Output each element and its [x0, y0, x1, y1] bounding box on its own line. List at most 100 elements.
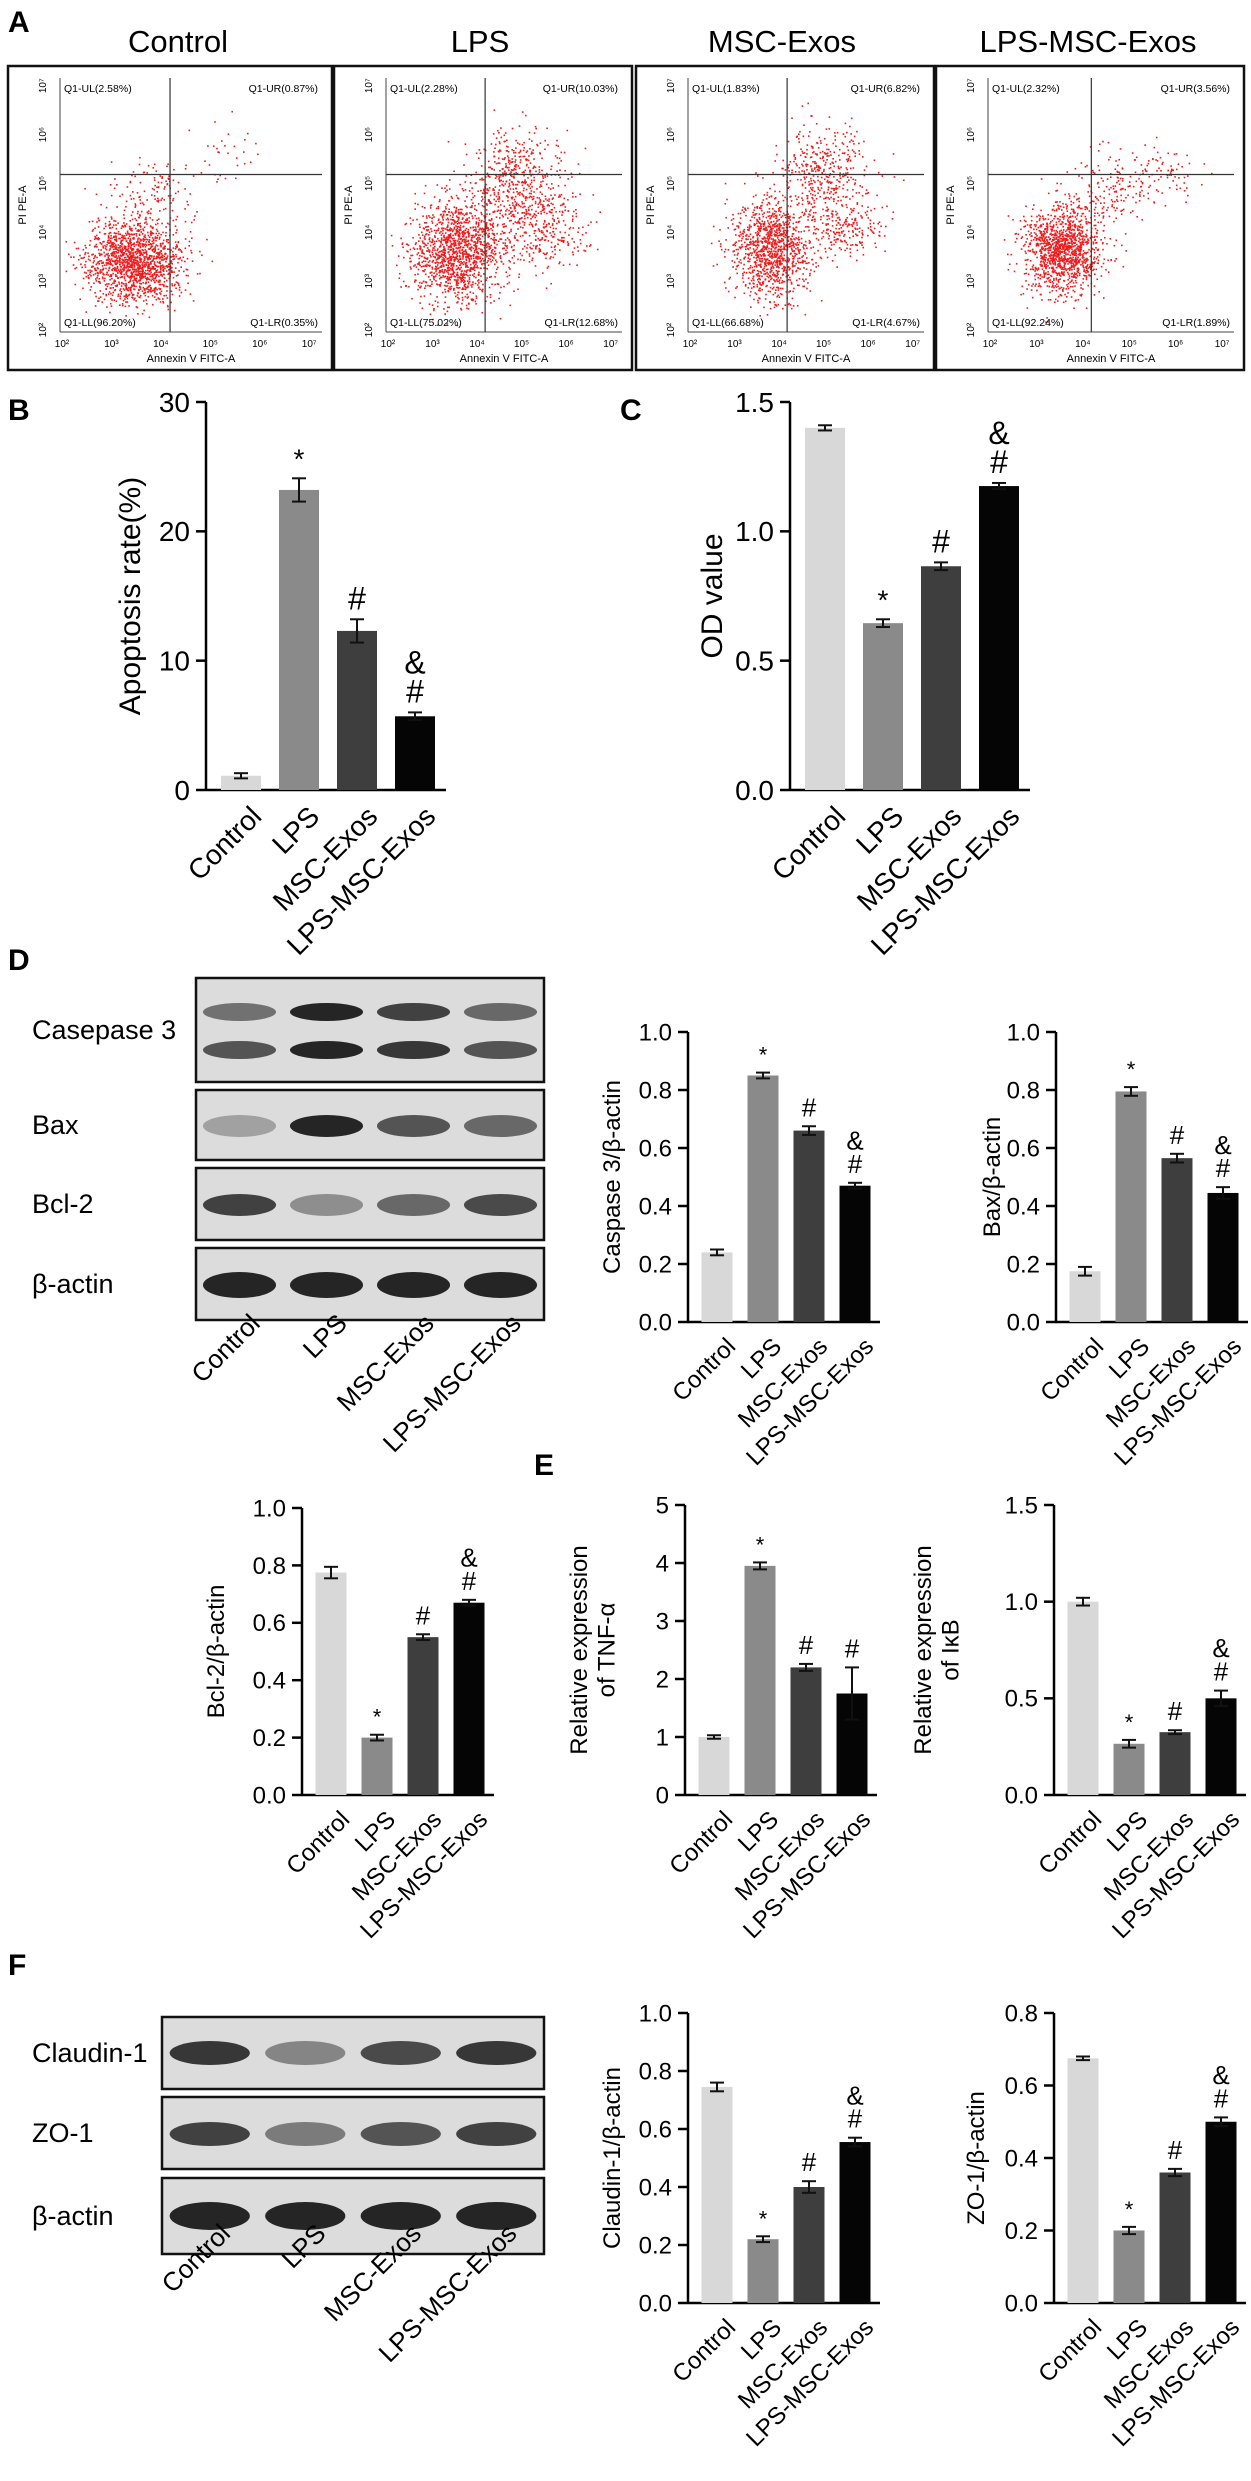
flow-dot: [554, 194, 556, 196]
flow-dot: [123, 273, 125, 276]
flow-dot: [481, 213, 483, 216]
flow-dot: [530, 181, 533, 184]
flow-dot: [154, 248, 157, 251]
flow-dot: [518, 152, 520, 154]
flow-dot: [533, 179, 535, 182]
flow-dot: [134, 227, 137, 230]
flow-dot: [527, 166, 530, 169]
flow-dot: [151, 237, 154, 239]
flow-dot: [508, 163, 511, 165]
flow-dot: [155, 298, 158, 301]
flow-dot: [124, 224, 126, 227]
flow-dot: [788, 243, 791, 245]
flow-dot: [791, 265, 794, 268]
flow-dot: [448, 263, 450, 265]
flow-dot: [551, 208, 554, 211]
flow-dot: [559, 249, 561, 251]
flow-dot: [160, 274, 162, 276]
flow-dot: [113, 232, 116, 234]
flow-dot: [479, 178, 481, 181]
flow-dot: [756, 251, 759, 254]
flow-dot: [766, 246, 769, 249]
flow-dot: [439, 271, 441, 273]
flow-dot: [483, 273, 485, 275]
flow-dot: [175, 231, 177, 234]
flow-dot: [807, 216, 809, 218]
flow-dot: [521, 143, 524, 146]
flow-dot: [117, 233, 120, 235]
flow-dot: [123, 295, 125, 298]
flow-dot: [139, 238, 142, 241]
flow-y-tick-label: 10³: [38, 273, 49, 288]
flow-dot: [132, 283, 135, 286]
flow-dot: [136, 212, 139, 215]
flow-dot: [773, 301, 776, 303]
flow-dot: [509, 268, 511, 270]
flow-dot: [781, 263, 783, 265]
flow-dot: [454, 212, 456, 214]
flow-dot: [119, 268, 122, 271]
flow-dot: [575, 209, 577, 211]
flow-dot: [165, 294, 167, 297]
flow-dot: [543, 220, 546, 222]
flow-dot: [447, 290, 450, 293]
flow-dot: [775, 304, 777, 306]
flow-dot: [462, 233, 464, 236]
flow-dot: [168, 248, 171, 251]
flow-dot: [89, 273, 91, 276]
flow-dot: [438, 250, 441, 253]
flow-dot: [567, 199, 569, 201]
flow-dot: [451, 197, 454, 199]
flow-dot: [475, 248, 478, 251]
flow-dot: [496, 210, 499, 212]
flow-dot: [444, 232, 447, 234]
flow-dot: [763, 262, 766, 264]
flow-dot: [494, 276, 496, 278]
flow-dot: [444, 187, 446, 189]
flow-dot: [144, 236, 147, 238]
flow-dot: [175, 244, 178, 246]
flow-dot: [444, 239, 447, 241]
flow-dot: [144, 257, 146, 260]
flow-dot: [771, 229, 773, 231]
flow-dot: [528, 131, 531, 134]
flow-dot: [126, 262, 129, 264]
flow-dot: [563, 240, 565, 242]
flow-dot: [564, 206, 567, 208]
flow-dot: [133, 266, 136, 268]
flow-dot: [783, 244, 785, 246]
flow-dot: [456, 258, 459, 260]
flow-dot: [548, 223, 550, 225]
flow-dot: [108, 255, 110, 257]
flow-dot: [444, 206, 447, 208]
flow-dot: [775, 225, 777, 227]
flow-dot: [125, 273, 128, 276]
flow-dot: [466, 307, 468, 310]
flow-dot: [120, 250, 122, 253]
flow-dot: [727, 290, 730, 293]
flow-dot: [749, 272, 752, 274]
flow-dot: [750, 290, 752, 293]
flow-dot: [132, 284, 134, 287]
flow-dot: [431, 241, 434, 243]
flow-dot: [730, 219, 733, 221]
flow-dot: [126, 289, 129, 292]
flow-dot: [795, 270, 797, 273]
flow-dot: [777, 277, 779, 279]
flow-dot: [447, 221, 450, 224]
flow-dot: [776, 219, 779, 222]
flow-dot: [550, 168, 552, 171]
flow-dot: [785, 245, 787, 247]
flow-dot: [179, 256, 182, 259]
flow-dot: [542, 205, 544, 207]
flow-dot: [114, 280, 116, 282]
flow-dot: [433, 229, 436, 232]
flow-dot: [507, 200, 509, 202]
flow-dot: [155, 239, 157, 242]
flow-dot: [737, 264, 740, 267]
flow-dot: [140, 231, 142, 233]
flow-dot: [577, 250, 580, 252]
flow-dot: [450, 195, 453, 198]
flow-dot: [507, 217, 509, 219]
flow-dot: [137, 274, 140, 276]
